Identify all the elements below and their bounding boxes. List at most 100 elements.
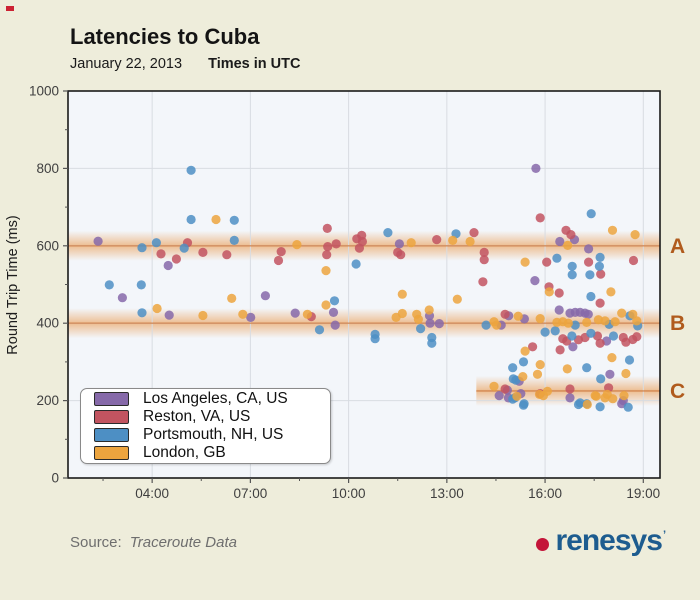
data-point	[198, 247, 208, 257]
data-point	[595, 298, 605, 308]
chart-date: January 22, 2013	[70, 56, 183, 72]
data-point	[427, 338, 437, 348]
corner-mark	[6, 6, 14, 11]
data-point	[607, 225, 618, 235]
data-point	[273, 255, 284, 266]
data-point	[448, 235, 458, 245]
data-point	[528, 342, 538, 352]
data-point	[608, 394, 618, 404]
data-point	[151, 238, 161, 248]
data-point	[478, 277, 488, 287]
data-point	[582, 317, 592, 327]
y-axis-title: Round Trip Time (ms)	[5, 215, 21, 354]
y-tick-label: 1000	[29, 84, 59, 99]
data-point	[567, 331, 577, 341]
data-point	[595, 402, 605, 412]
data-point	[621, 368, 631, 379]
data-point	[610, 317, 620, 327]
data-point	[465, 236, 475, 247]
chart-subtitle: January 22, 2013 Times in UTC	[70, 56, 300, 72]
data-point	[329, 296, 340, 306]
chart-header: Latencies to Cuba January 22, 2013 Times…	[70, 24, 300, 72]
legend-label: Los Angeles, CA, US	[143, 390, 288, 407]
data-point	[469, 228, 479, 238]
band-label-B: B	[670, 312, 685, 335]
data-point	[276, 247, 286, 257]
data-point	[512, 391, 522, 401]
y-tick-label: 400	[36, 316, 59, 331]
data-point	[535, 213, 545, 223]
data-point	[518, 357, 529, 367]
data-point	[568, 342, 578, 352]
data-point	[628, 255, 639, 266]
data-point	[322, 223, 332, 233]
data-point	[619, 391, 629, 401]
data-point	[518, 372, 528, 382]
data-point	[532, 369, 543, 379]
data-point	[314, 325, 325, 335]
data-point	[152, 303, 162, 314]
renesys-logo: renesys ’	[535, 524, 666, 558]
x-tick-label: 04:00	[135, 486, 169, 501]
data-point	[562, 364, 572, 374]
data-point	[595, 252, 605, 262]
data-point	[595, 338, 605, 348]
data-point	[591, 391, 601, 401]
data-point	[563, 240, 573, 250]
data-point	[179, 243, 189, 253]
data-point	[222, 250, 232, 260]
data-point	[605, 369, 615, 379]
data-point	[136, 280, 146, 290]
chart-times-note: Times in UTC	[208, 56, 301, 72]
data-point	[540, 327, 550, 337]
data-point	[606, 287, 616, 297]
data-point	[567, 261, 577, 271]
data-point	[137, 308, 147, 318]
data-point	[584, 257, 594, 267]
data-point	[321, 300, 331, 310]
data-point	[567, 270, 577, 280]
band-label-A: A	[670, 235, 685, 258]
legend-label: Reston, VA, US	[143, 408, 251, 425]
data-point	[565, 393, 575, 403]
data-point	[492, 320, 502, 330]
data-point	[583, 309, 593, 319]
data-point	[302, 309, 312, 319]
data-point	[594, 261, 605, 271]
data-point	[585, 270, 595, 280]
x-tick-label: 10:00	[332, 486, 366, 501]
legend-swatch	[94, 428, 129, 442]
data-point	[500, 384, 510, 394]
x-tick-label: 19:00	[626, 486, 660, 501]
data-point	[186, 165, 196, 175]
band-label-C: C	[670, 380, 685, 403]
data-point	[432, 235, 442, 245]
legend-item: Los Angeles, CA, US	[94, 390, 330, 408]
data-point	[93, 236, 103, 246]
legend-swatch	[94, 410, 129, 424]
data-point	[489, 381, 499, 391]
data-point	[586, 209, 596, 219]
data-point	[500, 309, 510, 319]
data-point	[137, 243, 147, 253]
data-point	[351, 259, 361, 269]
data-point	[628, 309, 638, 319]
data-point	[260, 291, 270, 301]
data-point	[554, 305, 564, 315]
data-point	[229, 235, 239, 245]
data-point	[630, 230, 640, 240]
data-point	[617, 308, 627, 318]
legend-item: Reston, VA, US	[94, 408, 330, 426]
data-point	[596, 269, 606, 279]
data-point	[452, 294, 462, 304]
data-point	[586, 291, 596, 302]
legend-item: London, GB	[94, 444, 330, 462]
data-point	[331, 239, 341, 249]
data-point	[434, 319, 444, 329]
data-point	[211, 214, 221, 225]
data-point	[586, 328, 596, 338]
data-point	[513, 311, 523, 321]
chart-title: Latencies to Cuba	[70, 24, 260, 49]
data-point	[584, 244, 594, 254]
